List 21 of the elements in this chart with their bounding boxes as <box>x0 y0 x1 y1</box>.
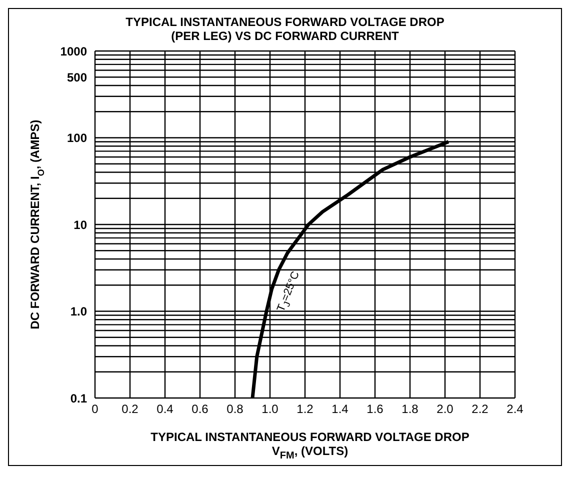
x-axis-title: TYPICAL INSTANTANEOUS FORWARD VOLTAGE DROP V$_{FM}$, (VOLTS) <box>150 430 470 462</box>
x-tick-label: 1.4 <box>330 402 350 416</box>
x-tick-label: 0.2 <box>120 402 140 416</box>
y-tick-label: 100 <box>66 131 88 146</box>
y-tick-label: 10 <box>74 218 88 232</box>
y-tick-label: 1000 <box>60 44 88 58</box>
x-tick-label: 1.2 <box>296 402 314 416</box>
x-tick-label: 2.2 <box>470 402 490 416</box>
y-tick-label: 0.1 <box>70 391 88 406</box>
x-tick-label: 1.8 <box>400 402 420 416</box>
x-tick-label: 0.4 <box>156 402 174 416</box>
y-tick-label: 1.0 <box>70 304 88 319</box>
x-tick-label: 0.6 <box>190 402 210 416</box>
y-tick-label: 500 <box>66 70 88 84</box>
x-tick-label: 2.4 <box>506 402 524 416</box>
x-tick-label: 1.0 <box>260 402 280 416</box>
x-tick-label: 2.0 <box>436 402 454 416</box>
x-tick-label: 1.6 <box>366 402 384 416</box>
chart-title: TYPICAL INSTANTANEOUS FORWARD VOLTAGE DROP (PER LEG) VS DC FORWARD CURRENT <box>124 15 446 43</box>
x-tick-label: 0.8 <box>226 402 244 416</box>
x-tick-label: 0 <box>92 402 98 416</box>
